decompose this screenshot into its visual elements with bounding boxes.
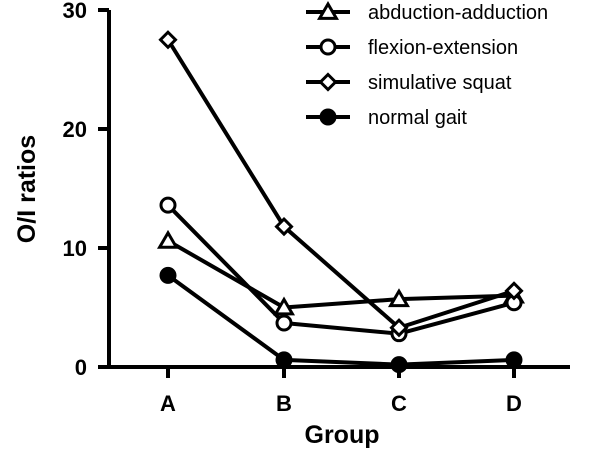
- legend: abduction-adduction flexion-extension simu…: [306, 1, 548, 129]
- x-tick-label: C: [391, 391, 407, 416]
- data-point-simulative-squat: [158, 30, 178, 50]
- legend-item-simulative-squat: simulative squat: [306, 72, 512, 94]
- legend-marker: [316, 1, 340, 20]
- y-axis-title: O/I ratios: [13, 135, 41, 243]
- legend-marker: [319, 108, 337, 126]
- x-tick-label: D: [506, 391, 522, 416]
- y-tick-label: 20: [63, 117, 87, 142]
- data-point-normal-gait: [505, 351, 523, 369]
- data-point-flexion-extension: [275, 314, 293, 332]
- series-abduction-adduction: [156, 229, 526, 316]
- legend-marker: [319, 38, 337, 56]
- legend-label: simulative squat: [368, 72, 512, 94]
- legend-item-abduction-adduction: abduction-adduction: [306, 1, 548, 24]
- data-point-abduction-adduction: [156, 229, 180, 249]
- series-line-flexion-extension: [166, 203, 515, 336]
- data-point-simulative-squat: [274, 216, 294, 237]
- data-point-simulative-squat: [389, 318, 409, 338]
- x-tick-label: B: [276, 391, 292, 416]
- data-point-normal-gait: [390, 356, 408, 374]
- legend-label: normal gait: [368, 107, 467, 129]
- data-point-abduction-adduction: [272, 296, 296, 316]
- data-point-normal-gait: [275, 351, 293, 369]
- data-point-normal-gait: [159, 266, 177, 284]
- legend-marker: [318, 72, 338, 92]
- series-simulative-squat: [158, 30, 524, 338]
- y-tick-label: 0: [75, 355, 87, 380]
- series-layer: [156, 30, 526, 374]
- x-axis-title: Group: [305, 421, 380, 449]
- y-tick-label: 10: [63, 236, 87, 261]
- legend-item-flexion-extension: flexion-extension: [306, 37, 518, 59]
- legend-item-normal-gait: normal gait: [306, 107, 467, 129]
- x-ticks: A B C D: [160, 367, 522, 416]
- data-point-flexion-extension: [159, 196, 177, 214]
- data-point-abduction-adduction: [387, 288, 411, 308]
- axes: [107, 10, 570, 369]
- y-ticks: 0 10 20 30: [63, 0, 109, 380]
- data-point-simulative-squat: [504, 281, 524, 301]
- legend-label: flexion-extension: [368, 37, 518, 59]
- x-tick-label: A: [160, 391, 176, 416]
- series-line-abduction-adduction: [167, 239, 515, 310]
- series-line-simulative-squat: [166, 38, 515, 330]
- legend-label: abduction-adduction: [368, 2, 548, 24]
- series-normal-gait: [159, 266, 523, 374]
- series-line-normal-gait: [166, 273, 515, 367]
- y-tick-label: 30: [63, 0, 87, 23]
